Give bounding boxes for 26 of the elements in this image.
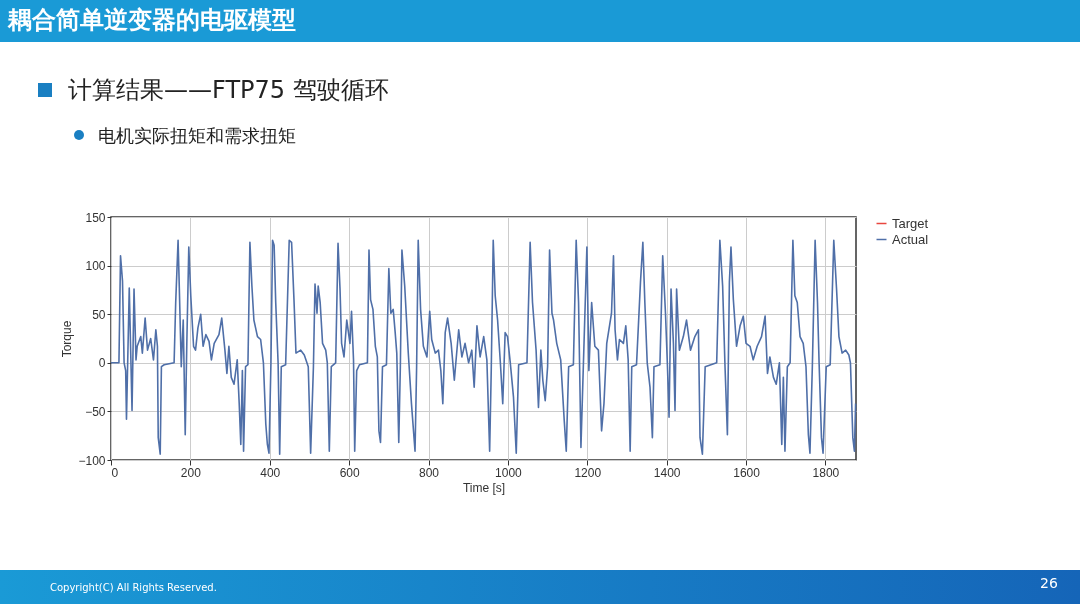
x-axis-title: Time [s] xyxy=(462,480,506,495)
y-tick-label: 100 xyxy=(85,259,106,274)
x-tick-label: 200 xyxy=(180,465,202,480)
x-tick-label: 600 xyxy=(339,465,360,480)
y-tick-label: 150 xyxy=(85,210,106,225)
y-tick-label: −50 xyxy=(85,404,106,419)
y-tick-label: −100 xyxy=(78,453,106,468)
x-tick-label: 400 xyxy=(260,465,281,480)
text: 26 xyxy=(1040,575,1058,591)
x-tick-label: 0 xyxy=(111,465,119,480)
legend-label: Actual xyxy=(892,231,929,247)
x-tick-label: 1400 xyxy=(653,465,681,480)
y-tick-label: 50 xyxy=(92,307,106,322)
x-tick-label: 800 xyxy=(419,465,440,480)
text: Copyright(C) All Rights Reserved. xyxy=(50,582,217,593)
x-tick-label: 1000 xyxy=(495,465,523,480)
x-tick-label: 1800 xyxy=(812,465,840,480)
y-tick-label: 0 xyxy=(98,356,106,371)
y-axis-title: Torque xyxy=(60,320,75,358)
legend-label: Target xyxy=(892,215,929,231)
x-tick-label: 1200 xyxy=(574,465,602,480)
x-tick-label: 1600 xyxy=(733,465,761,480)
text: 电机实际扭矩和需求扭矩 xyxy=(98,124,296,148)
chart-title: 耦合简单逆变器的电驱模型 xyxy=(8,5,296,36)
chart-subtitle: 计算结果——FTP75 驾驶循环 xyxy=(68,75,389,106)
line-series xyxy=(110,239,857,455)
